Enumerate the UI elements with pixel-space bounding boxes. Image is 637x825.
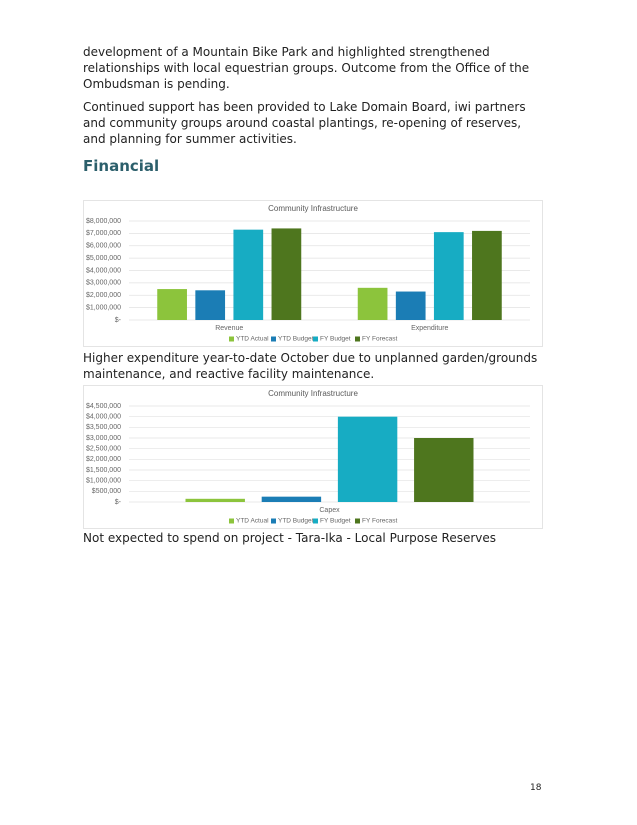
legend-swatch [313,336,318,342]
y-tick-label: $6,000,000 [86,243,121,250]
legend-swatch [229,336,234,342]
bar [395,291,426,320]
y-tick-label: $3,000,000 [86,435,121,442]
y-tick-label: $4,000,000 [86,414,121,421]
chart: Community Infrastructure $- $500,000 $1,000… [83,385,543,529]
y-tick-label: $2,500,000 [86,446,121,453]
bar [185,498,245,502]
bar [337,416,398,502]
bar [414,438,474,502]
legend-swatch [355,518,360,524]
legend-swatch [229,518,234,524]
legend-swatch [355,336,360,342]
y-tick-label: $3,500,000 [86,424,121,431]
y-tick-label: $3,000,000 [86,280,121,287]
bar [261,496,322,502]
y-tick-label: $2,000,000 [86,456,121,463]
bar [472,230,502,320]
heading: Financial [83,157,160,175]
chart-title: Community Infrastructure [268,389,358,398]
y-tick-label: $1,000,000 [86,304,121,311]
y-tick-label: $7,000,000 [86,230,121,237]
legend-label: FY Forecast [362,336,397,343]
bar [233,229,264,320]
y-tick-label: $1,500,000 [86,467,121,474]
y-tick-label: $2,000,000 [86,292,121,299]
bar [357,287,388,320]
caption: Not expected to spend on project - Tara-… [83,531,497,545]
page-number: 18 [530,783,542,793]
y-tick-label: $- [115,317,122,324]
legend-swatch [271,518,276,524]
x-tick-label: Revenue [215,325,243,332]
legend-swatch [271,336,276,342]
caption: Higher expenditure year-to-date October … [83,351,538,381]
legend-label: YTD Actual [236,336,269,343]
legend-label: FY Forecast [362,518,397,525]
y-tick-label: $500,000 [92,488,121,495]
y-tick-label: $5,000,000 [86,255,121,262]
bar [433,232,464,320]
y-tick-label: $1,000,000 [86,478,121,485]
legend-label: YTD Budget [278,518,314,525]
chart: Community Infrastructure $- $1,000,000 $2,0… [83,200,543,347]
legend-label: FY Budget [320,518,351,525]
y-tick-label: $- [115,499,122,506]
bar [157,289,187,320]
paragraph: development of a Mountain Bike Park and … [83,45,530,91]
bar [271,228,302,320]
x-tick-label: Expenditure [411,325,448,332]
legend-label: FY Budget [320,336,351,343]
x-tick-label: Capex [319,507,340,514]
chart-title: Community Infrastructure [268,204,358,213]
legend-swatch [313,518,318,524]
paragraph: Continued support has been provided to L… [83,100,526,146]
y-tick-label: $4,500,000 [86,403,121,410]
legend-label: YTD Actual [236,518,269,525]
y-tick-label: $8,000,000 [86,218,121,225]
bar [195,290,226,320]
legend-label: YTD Budget [278,336,314,343]
y-tick-label: $4,000,000 [86,267,121,274]
